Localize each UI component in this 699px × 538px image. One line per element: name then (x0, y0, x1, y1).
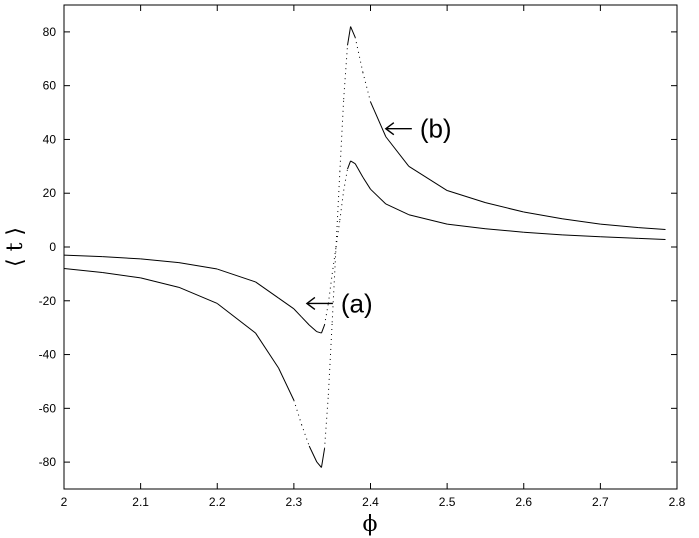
series-segment (324, 394, 329, 449)
x-axis-ticks: 2 2.1 2.2 2.3 2.4 2.5 2.6 2.7 2.8 (61, 5, 686, 509)
series-b-line (63, 26, 666, 468)
series-segment (354, 163, 364, 178)
series-segment (562, 234, 601, 238)
y-tick-label: 60 (43, 79, 57, 93)
series-segment (331, 246, 337, 274)
series-segment (339, 190, 345, 221)
series-segment (350, 26, 356, 38)
series-segment (316, 331, 322, 334)
y-tick-label: 80 (43, 25, 57, 39)
series-segment (327, 322, 333, 395)
series-segment (293, 308, 302, 318)
y-tick-label: 0 (49, 240, 56, 254)
series-segment (523, 211, 563, 220)
annotation-arrow-head (384, 122, 395, 136)
series-segment (638, 237, 666, 240)
y-tick-label: -20 (39, 294, 57, 308)
series-segment (320, 448, 326, 468)
series-layer (63, 26, 666, 468)
series-segment (140, 277, 180, 288)
series-segment (385, 136, 410, 167)
series-segment (308, 324, 318, 333)
series-segment (216, 303, 256, 334)
series-segment (102, 256, 141, 260)
series-segment (255, 332, 279, 369)
y-tick-label: 20 (43, 186, 57, 200)
y-axis-ticks: -80 -60 -40 -20 0 20 40 60 80 (39, 25, 677, 469)
series-segment (362, 176, 371, 190)
series-segment (343, 45, 349, 100)
annotation-layer: (a) (b) (305, 114, 452, 318)
x-tick-label: 2.8 (669, 495, 686, 509)
x-tick-label: 2.2 (209, 495, 226, 509)
series-segment (638, 227, 666, 231)
y-tick-label: -40 (39, 348, 57, 362)
annotation-0: (a) (305, 288, 373, 318)
series-segment (600, 223, 639, 229)
series-segment (347, 160, 352, 170)
series-segment (327, 273, 333, 304)
y-axis-label: ⟨ t ⟩ (3, 227, 28, 267)
series-segment (362, 72, 371, 102)
series-segment (178, 286, 218, 304)
series-segment (408, 165, 448, 191)
series-segment (335, 171, 341, 248)
series-segment (350, 160, 356, 165)
series-segment (63, 254, 103, 258)
series-segment (308, 445, 318, 463)
y-tick-label: -60 (39, 401, 57, 415)
series-segment (102, 272, 141, 279)
series-segment (335, 220, 341, 248)
series-segment (255, 281, 279, 299)
x-tick-label: 2.6 (515, 495, 532, 509)
annotation-arrow-head (305, 296, 316, 311)
series-segment (140, 258, 179, 264)
annotation-1: (b) (384, 114, 452, 144)
series-segment (293, 400, 303, 425)
series-segment (523, 231, 563, 236)
x-tick-label: 2.5 (439, 495, 456, 509)
series-segment (354, 37, 364, 73)
y-tick-label: -80 (39, 455, 57, 469)
series-segment (316, 461, 322, 468)
series-segment (301, 424, 310, 447)
plot-frame (63, 4, 678, 490)
series-segment (301, 316, 310, 326)
series-segment (178, 262, 218, 270)
x-tick-label: 2.3 (286, 495, 303, 509)
series-segment (278, 297, 295, 310)
series-segment (63, 268, 103, 274)
series-segment (600, 236, 639, 239)
annotation-label: (b) (420, 114, 452, 144)
series-segment (561, 218, 601, 225)
annotation-label: (a) (341, 288, 373, 318)
series-segment (339, 99, 345, 172)
series-segment (370, 188, 387, 205)
series-segment (447, 223, 486, 230)
series-segment (278, 367, 295, 401)
x-tick-label: 2.7 (592, 495, 609, 509)
series-segment (320, 324, 325, 334)
y-tick-label: 40 (43, 132, 57, 146)
series-segment (408, 214, 448, 225)
series-segment (347, 26, 352, 46)
series-segment (485, 202, 524, 213)
series-segment (324, 303, 329, 326)
series-segment (370, 101, 387, 137)
series-segment (385, 203, 410, 216)
x-tick-label: 2 (61, 495, 68, 509)
series-segment (485, 228, 524, 233)
series-a-line (63, 160, 666, 334)
x-axis-label: ϕ (363, 512, 378, 537)
x-tick-label: 2.4 (362, 495, 379, 509)
series-segment (217, 268, 256, 283)
series-segment (343, 168, 349, 191)
x-tick-label: 2.1 (132, 495, 149, 509)
series-segment (446, 190, 486, 204)
